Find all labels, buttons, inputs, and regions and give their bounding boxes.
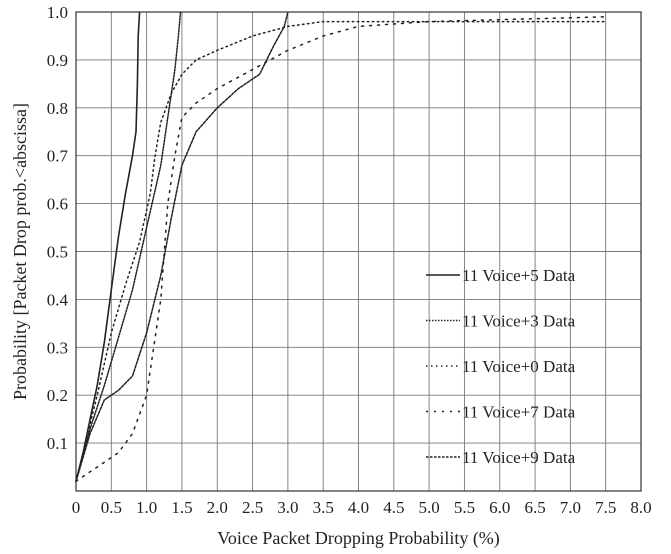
y-tick-label: 0.1 — [47, 434, 68, 453]
x-tick-label: 5.5 — [454, 498, 475, 517]
y-tick-label: 0.9 — [47, 51, 68, 70]
x-tick-label: 8.0 — [630, 498, 651, 517]
y-tick-label: 0.7 — [47, 147, 69, 166]
x-tick-label: 5.0 — [419, 498, 440, 517]
x-tick-label: 2.5 — [242, 498, 263, 517]
x-tick-label: 3.0 — [277, 498, 298, 517]
y-tick-label: 0.3 — [47, 338, 68, 357]
legend: 11 Voice+5 Data 11 Voice+3 Data 11 Voice+0… — [426, 266, 576, 467]
x-axis-title: Voice Packet Dropping Probability (%) — [217, 528, 500, 549]
tick-labels: 0 0.5 1.0 1.5 2.0 2.5 3.0 3.5 4.0 4.5 5.0 5.5 6.0 6.5… — [47, 3, 652, 517]
series-line-1 — [75, 11, 141, 483]
y-tick-label: 1.0 — [47, 3, 68, 22]
y-axis-title: Probability [Packet Drop prob.<abscissa] — [10, 103, 30, 400]
grid — [75, 11, 642, 491]
y-tick-label: 0.4 — [47, 290, 69, 309]
legend-label-2: 11 Voice+3 Data — [462, 312, 576, 331]
x-tick-label: 3.5 — [313, 498, 334, 517]
y-tick-label: 0.8 — [47, 99, 68, 118]
series-line-5 — [75, 11, 289, 483]
legend-label-5: 11 Voice+9 Data — [462, 448, 576, 467]
x-tick-label: 1.0 — [136, 498, 157, 517]
legend-label-1: 11 Voice+5 Data — [462, 266, 576, 285]
x-tick-label: 4.5 — [383, 498, 404, 517]
y-tick-label: 0.5 — [47, 243, 68, 262]
x-tick-label: 7.0 — [560, 498, 581, 517]
x-tick-label: 0 — [72, 498, 81, 517]
x-tick-label: 0.5 — [101, 498, 122, 517]
x-tick-label: 6.5 — [524, 498, 545, 517]
x-tick-label: 1.5 — [171, 498, 192, 517]
legend-label-3: 11 Voice+0 Data — [462, 357, 576, 376]
series-line-2 — [75, 11, 182, 483]
legend-label-4: 11 Voice+7 Data — [462, 403, 576, 422]
series-layer — [75, 11, 607, 483]
y-tick-label: 0.2 — [47, 386, 68, 405]
series-line-4 — [75, 16, 607, 483]
x-tick-label: 2.0 — [207, 498, 228, 517]
x-tick-label: 4.0 — [348, 498, 369, 517]
series-line-3 — [75, 20, 607, 483]
x-tick-label: 6.0 — [489, 498, 510, 517]
y-tick-label: 0.6 — [47, 195, 68, 214]
plot-frame — [75, 11, 642, 492]
x-tick-label: 7.5 — [595, 498, 616, 517]
